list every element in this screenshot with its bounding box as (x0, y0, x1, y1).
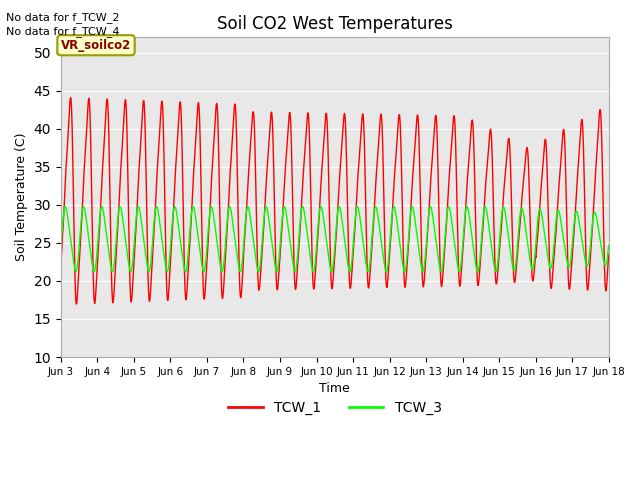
TCW_1 (605, 252, 612, 257)
Legend: TCW_1, TCW_3: TCW_1, TCW_3 (223, 395, 447, 420)
TCW_1 (268, 109, 275, 115)
TCW_3 (152, 204, 160, 210)
Text: No data for f_TCW_2: No data for f_TCW_2 (6, 12, 120, 23)
Line: TCW_1: TCW_1 (61, 97, 609, 304)
TCW_3 (120, 222, 127, 228)
TCW_3 (291, 269, 299, 275)
Line: TCW_3: TCW_3 (61, 206, 609, 272)
X-axis label: Time: Time (319, 382, 350, 396)
TCW_1 (120, 117, 127, 123)
Y-axis label: Soil Temperature (C): Soil Temperature (C) (15, 133, 28, 262)
TCW_3 (595, 225, 602, 230)
TCW_1 (291, 284, 299, 290)
TCW_3 (605, 242, 612, 248)
TCW_1 (57, 261, 65, 267)
TCW_3 (268, 235, 275, 241)
TCW_1 (595, 129, 602, 135)
TCW_3 (536, 207, 543, 213)
Title: Soil CO2 West Temperatures: Soil CO2 West Temperatures (217, 15, 452, 33)
TCW_1 (67, 95, 74, 100)
Text: VR_soilco2: VR_soilco2 (61, 39, 131, 52)
TCW_1 (152, 186, 160, 192)
TCW_3 (57, 244, 65, 250)
TCW_3 (255, 269, 262, 275)
TCW_1 (72, 301, 80, 307)
TCW_3 (61, 204, 69, 209)
Text: No data for f_TCW_4: No data for f_TCW_4 (6, 26, 120, 37)
TCW_1 (536, 210, 543, 216)
